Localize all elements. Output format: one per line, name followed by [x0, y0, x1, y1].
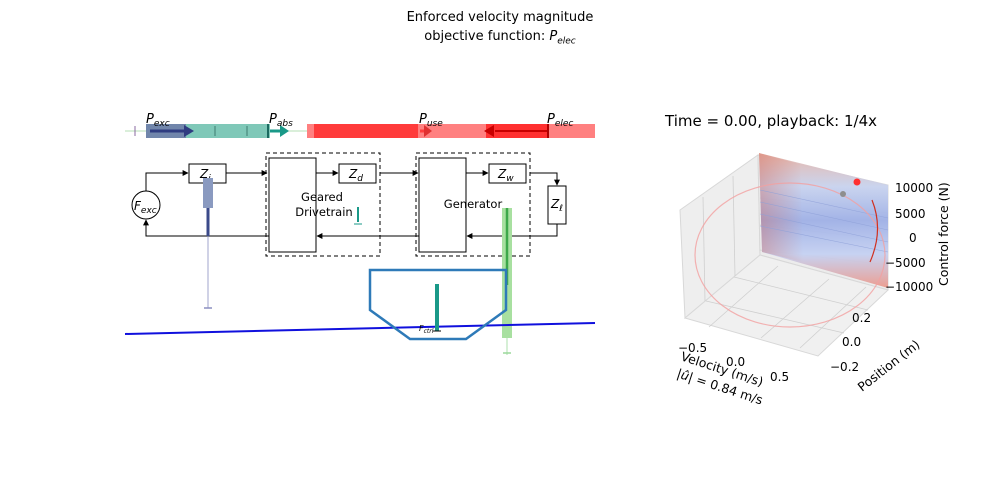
playback-time-label: Time = 0.00, playback: 1/4x	[665, 112, 877, 130]
block-z-d	[338, 163, 377, 184]
electrical-arrow-head	[484, 125, 494, 137]
block-z-l-label: Zℓ	[550, 197, 563, 214]
wire-generator-to-load	[530, 172, 560, 186]
useful-arrow-head	[424, 125, 432, 137]
plot-3d: 10000 5000 0 −5000 −10000 Control force …	[675, 153, 951, 408]
label-p-exc: Pexc	[146, 112, 170, 129]
control-force-label: Fctrl	[419, 324, 434, 335]
x-tick-labels: −0.5 0.0 0.5	[678, 341, 789, 384]
generator-group	[415, 152, 531, 257]
zi-indicator-bar	[203, 178, 213, 208]
generator-label: Generator	[444, 197, 503, 211]
drivetrain-label-1: Geared	[301, 190, 343, 204]
y-tick: 0.2	[852, 311, 871, 325]
label-p-elec: Pelec	[547, 112, 573, 129]
trajectory-segment	[869, 199, 879, 263]
trajectory-path	[694, 182, 886, 328]
drivetrain-block	[268, 157, 317, 253]
wire-return-source	[143, 219, 269, 237]
wire-return-load	[466, 224, 558, 239]
z-tick: −10000	[885, 280, 933, 294]
drivetrain-label-2: Drivetrain	[295, 205, 352, 219]
x-tick: 0.0	[726, 355, 745, 369]
y-tick: 0.0	[842, 335, 861, 349]
projected-state-marker	[840, 191, 846, 197]
z-tick-labels: 10000 5000 0 −5000 −10000	[885, 181, 933, 294]
block-z-d-label: Zd	[348, 167, 363, 184]
block-z-w-label: Zw	[497, 167, 514, 184]
current-state-marker	[853, 178, 861, 186]
z-tick: 10000	[895, 181, 933, 195]
power-flow-bar: Pexc Pabs Puse Pelec	[125, 112, 595, 138]
z-axis-label: Control force (N)	[936, 182, 951, 286]
generator-block	[418, 157, 467, 253]
force-source-label: Fexc	[134, 199, 157, 216]
x-tick: 0.5	[770, 370, 789, 384]
excitation-arrow-head	[184, 125, 194, 137]
absorbed-arrow-head	[280, 125, 289, 137]
block-diagram: Fexc Zi Geared Drivetrain Zd Generator Z…	[131, 152, 567, 257]
title-line-2: objective function: Pelec	[424, 29, 576, 47]
x-tick: −0.5	[678, 341, 707, 355]
y-tick-labels: 0.2 0.0 −0.2	[830, 311, 871, 374]
label-p-use: Puse	[419, 112, 443, 129]
wave-surface	[124, 322, 596, 335]
block-z-w	[488, 163, 527, 184]
label-p-abs: Pabs	[269, 112, 293, 129]
title-line-1: Enforced velocity magnitude	[406, 10, 594, 25]
wire-source-to-zi	[145, 170, 189, 191]
surface-edge-shade	[759, 153, 803, 262]
z-tick: 5000	[895, 207, 926, 221]
y-tick: −0.2	[830, 360, 859, 374]
figure-title: Enforced velocity magnitude objective fu…	[380, 8, 620, 52]
wec-body	[368, 268, 508, 341]
z-tick: −5000	[885, 256, 926, 270]
drivetrain-group	[265, 152, 381, 257]
y-axis-label: Position (m)	[855, 337, 923, 395]
z-tick: 0	[909, 231, 917, 245]
wec-schematic: Fctrl	[124, 268, 596, 341]
useful-power-core	[314, 124, 418, 138]
surface-contours	[759, 189, 889, 253]
